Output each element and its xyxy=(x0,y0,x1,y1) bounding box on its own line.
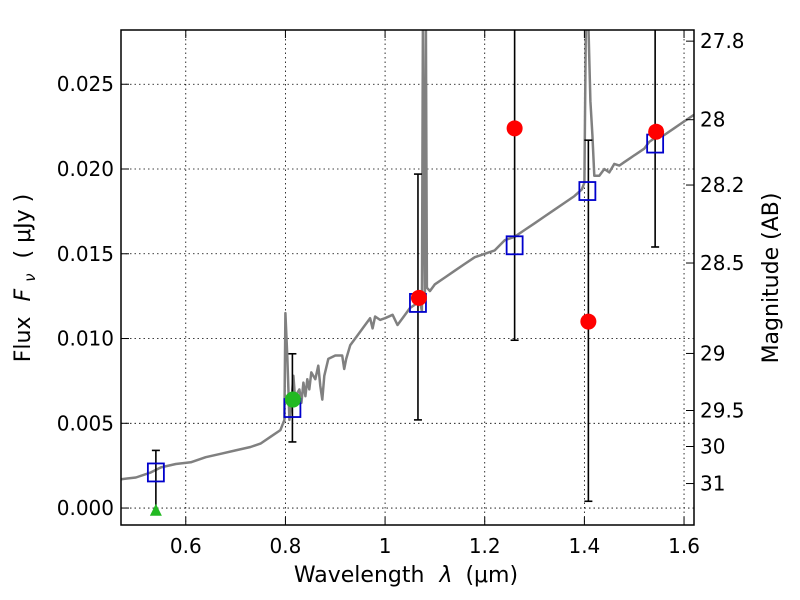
observed-point xyxy=(580,313,597,330)
y2-tick-label: 28.5 xyxy=(700,251,745,275)
y2-tick-label: 28.2 xyxy=(700,173,745,197)
plot-frame xyxy=(120,29,695,526)
x-tick-label: 1.2 xyxy=(469,534,501,558)
y2-tick-label: 29.5 xyxy=(700,398,745,422)
observed-point xyxy=(284,391,301,408)
x-axis-label-text: Wavelength xyxy=(294,563,425,588)
axes: 0.6 0.8 1 1.2 1.4 1.6 0.000 0.005 0.010 0.015 0.02… xyxy=(57,29,745,558)
y-axis-label-subscript: ν xyxy=(21,273,39,281)
model-photometry-square xyxy=(505,235,524,256)
model-photometry-square xyxy=(146,462,165,483)
y2-tick-label: 28 xyxy=(700,108,725,132)
x-axis-label-unit: (μm) xyxy=(465,563,518,588)
x-tick-label: 1.4 xyxy=(568,534,600,558)
y2-axis-label: Magnitude (AB) xyxy=(759,193,784,364)
observed-point xyxy=(506,120,523,137)
grid-lines xyxy=(121,30,694,525)
x-tick-label: 1.6 xyxy=(668,534,700,558)
y-tick-label: 0.020 xyxy=(57,157,114,181)
y2-tick-label: 31 xyxy=(700,472,725,496)
y-axis-label: Flux F ν ( μJy ) xyxy=(11,194,41,362)
y-axis-label-symbol: F xyxy=(11,288,36,301)
observed-point xyxy=(648,123,665,140)
plot-area xyxy=(121,30,694,516)
y-axis-label-unit: ( μJy ) xyxy=(11,194,36,259)
model-photometry-square xyxy=(578,181,597,201)
y-axis-label-text: Flux xyxy=(11,316,36,362)
y-tick-label: 0.015 xyxy=(57,242,114,266)
y2-tick-label: 30 xyxy=(700,434,725,458)
x-tick-label: 1 xyxy=(379,534,392,558)
y2-tick-label: 27.8 xyxy=(700,29,745,53)
sed-model-line xyxy=(121,30,694,481)
y2-tick-label: 29 xyxy=(700,341,725,365)
y-tick-label: 0.025 xyxy=(57,72,114,96)
x-tick-label: 0.8 xyxy=(270,534,302,558)
x-tick-label: 0.6 xyxy=(170,534,202,558)
observed-point xyxy=(410,289,427,306)
y-tick-label: 0.010 xyxy=(57,327,114,351)
upper-limit-triangle xyxy=(149,503,162,516)
x-axis-label: Wavelength λ (μm) xyxy=(294,563,518,588)
y-tick-label: 0.000 xyxy=(57,496,114,520)
x-axis-label-symbol: λ xyxy=(438,563,452,588)
y-tick-label: 0.005 xyxy=(57,411,114,435)
